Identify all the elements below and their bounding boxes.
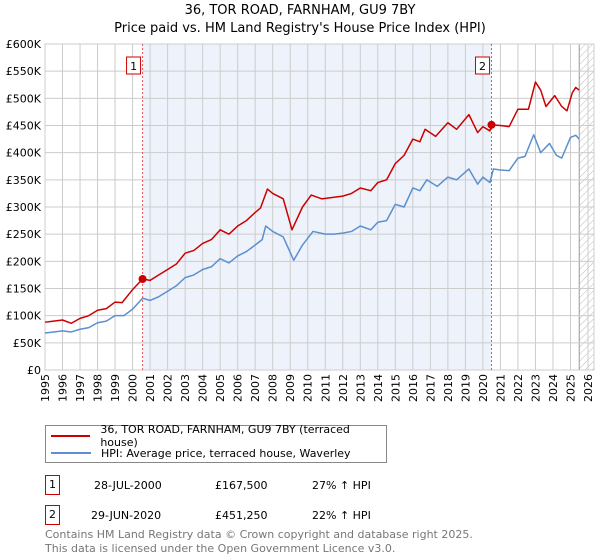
x-tick-label: 2009	[284, 374, 297, 402]
transaction-row: 1 28-JUL-2000 £167,500 27% ↑ HPI	[45, 475, 445, 495]
y-tick-label: £500K	[6, 92, 42, 105]
sale-marker-label: 2	[479, 60, 486, 73]
sale-point	[487, 120, 496, 129]
legend-swatch-blue	[51, 452, 91, 454]
x-tick-label: 1997	[74, 374, 87, 402]
y-tick-label: £300K	[6, 201, 42, 214]
x-tick-label: 2018	[442, 374, 455, 402]
x-tick-label: 2001	[144, 374, 157, 402]
hpi-line	[44, 133, 580, 334]
sale-marker-box	[126, 56, 142, 75]
x-tick-label: 2025	[564, 374, 577, 402]
x-tick-label: 2002	[162, 374, 175, 402]
x-tick-label: 1999	[109, 374, 122, 402]
transaction-date: 28-JUL-2000	[94, 479, 162, 492]
legend: 36, TOR ROAD, FARNHAM, GU9 7BY (terraced…	[45, 423, 387, 463]
y-tick-label: £150K	[6, 283, 42, 296]
y-tick-label: £0	[27, 364, 41, 377]
y-tick-label: £600K	[6, 38, 42, 51]
y-tick-label: £200K	[6, 255, 42, 268]
x-tick-label: 1996	[57, 374, 70, 402]
x-tick-label: 2005	[214, 374, 227, 402]
y-tick-label: £350K	[6, 174, 42, 187]
y-tick-label: £100K	[6, 310, 42, 323]
footer-copyright: Contains HM Land Registry data © Crown c…	[45, 528, 473, 541]
footer-licence: This data is licensed under the Open Gov…	[45, 542, 396, 555]
x-tick-label: 2004	[197, 374, 210, 402]
x-tick-label: 2007	[249, 374, 262, 402]
x-tick-label: 2011	[319, 374, 332, 402]
plot-border	[44, 43, 595, 371]
legend-swatch-red	[51, 435, 91, 437]
transaction-number: 1	[45, 475, 60, 495]
sale-marker-label: 1	[130, 60, 137, 73]
y-tick-label: £50K	[13, 337, 42, 350]
transaction-hpi: 22% ↑ HPI	[312, 509, 371, 522]
x-tick-label: 2013	[354, 374, 367, 402]
x-tick-label: 2026	[582, 374, 595, 402]
legend-label: 36, TOR ROAD, FARNHAM, GU9 7BY (terraced…	[100, 423, 350, 449]
x-tick-label: 1995	[39, 374, 52, 402]
x-tick-label: 2003	[179, 374, 192, 402]
x-tick-label: 2023	[529, 374, 542, 402]
x-tick-label: 2019	[459, 374, 472, 402]
legend-label: HPI: Average price, terraced house, Wave…	[101, 446, 351, 460]
x-tick-label: 2006	[232, 374, 245, 402]
price-chart: 1995 1996 1997 1998 1999 2000 2001 2002 2003 2004…	[6, 38, 595, 402]
transaction-price: £167,500	[215, 479, 268, 492]
chart-subtitle: Price paid vs. HM Land Registry's House …	[114, 21, 486, 36]
x-tick-label: 2024	[547, 374, 560, 402]
x-tick-label: 1998	[92, 374, 105, 402]
x-tick-label: 2022	[512, 374, 525, 402]
transaction-row: 2 29-JUN-2020 £451,250 22% ↑ HPI	[45, 505, 445, 525]
x-tick-label: 2020	[477, 374, 490, 402]
sale-marker-box	[474, 56, 490, 75]
sale-point	[138, 274, 147, 283]
transaction-date: 29-JUN-2020	[91, 509, 162, 522]
x-tick-label: 2021	[494, 374, 507, 402]
legend-item-property: 36, TOR ROAD, FARNHAM, GU9 7BY (terraced…	[51, 423, 386, 449]
transaction-number: 2	[45, 505, 60, 525]
x-tick-label: 2014	[372, 374, 385, 402]
x-tick-label: 2000	[127, 374, 140, 402]
y-tick-label: £250K	[6, 228, 42, 241]
x-tick-label: 2016	[407, 374, 420, 402]
transaction-hpi: 27% ↑ HPI	[312, 479, 371, 492]
legend-item-hpi: HPI: Average price, terraced house, Wave…	[51, 445, 351, 461]
x-tick-label: 2015	[389, 374, 402, 402]
chart-title: 36, TOR ROAD, FARNHAM, GU9 7BY	[184, 3, 416, 18]
y-tick-label: £450K	[6, 120, 42, 133]
y-tick-label: £550K	[6, 65, 42, 78]
transaction-price: £451,250	[215, 509, 268, 522]
x-tick-label: 2017	[424, 374, 437, 402]
y-tick-label: £400K	[6, 147, 42, 160]
x-tick-label: 2012	[337, 374, 350, 402]
x-tick-label: 2010	[302, 374, 315, 402]
x-tick-label: 2008	[267, 374, 280, 402]
